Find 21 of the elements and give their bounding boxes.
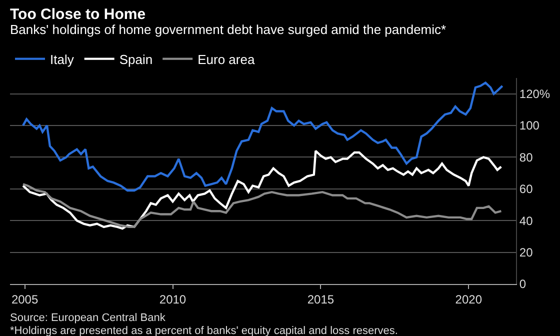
- chart-subtitle: Banks' holdings of home government debt have surged amid the pandemic*: [10, 22, 446, 37]
- x-tick-label: 2010: [159, 292, 186, 306]
- x-tick-label: 2020: [455, 292, 482, 306]
- y-tick-label: 80: [519, 150, 534, 164]
- text: *Holdings are presented as a percent of banks' equity capital and loss reserves.: [10, 325, 398, 336]
- x-tick-label: 2005: [11, 292, 38, 306]
- x-tick-label: 2015: [307, 292, 334, 306]
- legend-label: Italy: [50, 52, 74, 67]
- legend-label: Spain: [119, 52, 153, 67]
- y-tick-label: 120%: [519, 87, 550, 102]
- line-series: [22, 183, 502, 228]
- y-tick-label: 100: [519, 118, 540, 133]
- chart-title: Too Close to Home: [10, 6, 146, 23]
- source-note: Source: European Central Bank: [10, 312, 166, 324]
- line-series: [22, 82, 504, 192]
- line-series: [22, 150, 502, 230]
- y-tick-label: 20: [519, 246, 534, 260]
- y-tick-label: 60: [519, 182, 534, 196]
- y-tick-label: 0: [519, 277, 526, 292]
- y-tick-label: 40: [519, 214, 534, 228]
- legend-label: Euro area: [198, 52, 256, 67]
